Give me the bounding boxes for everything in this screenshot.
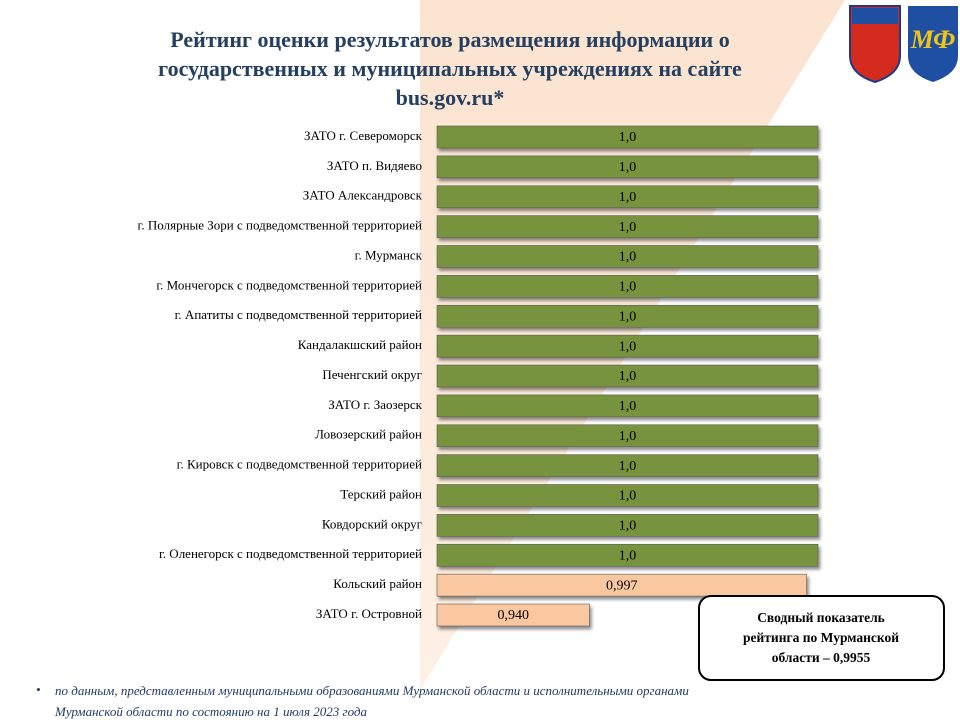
bar <box>436 275 819 298</box>
category-label: ЗАТО г. Североморск <box>304 128 423 143</box>
summary-text: области – 0,9955 <box>772 650 871 665</box>
bar <box>436 155 819 179</box>
category-label: г. Мурманск <box>355 247 423 262</box>
category-label: г. Мончегорск с подведомственной террито… <box>156 277 422 292</box>
bar <box>436 215 819 238</box>
category-label: ЗАТО г. Заозерск <box>328 397 422 412</box>
category-label: ЗАТО п. Видяево <box>327 158 422 173</box>
logos: МФ <box>849 5 958 84</box>
value-label: 1,0 <box>619 160 637 175</box>
category-label: г. Оленегорск с подведомственной террито… <box>159 546 422 561</box>
plot: ЗАТО г. Североморск 1,0 ЗАТО п. Видяево 1,0… <box>138 125 819 627</box>
category-label: Терский район <box>340 486 422 501</box>
bar <box>436 484 819 507</box>
chart-title: государственных и муниципальных учрежден… <box>158 56 742 81</box>
value-label: 1,0 <box>619 459 637 474</box>
summary-box <box>698 595 945 681</box>
bar <box>436 245 819 268</box>
category-label: Печенгский округ <box>322 367 422 382</box>
bar <box>436 514 819 537</box>
bar <box>436 125 819 149</box>
value-label: 1,0 <box>619 250 637 265</box>
chart-title: Рейтинг оценки результатов размещения ин… <box>170 27 729 52</box>
bar <box>436 304 819 328</box>
summary-text: рейтинга по Мурманской <box>743 630 899 645</box>
value-label: 1,0 <box>619 309 637 324</box>
bar <box>436 603 590 627</box>
value-label: 1,0 <box>619 280 637 295</box>
value-label: 1,0 <box>619 130 637 145</box>
category-label: ЗАТО Александровск <box>303 188 423 203</box>
category-label: г. Полярные Зори с подведомственной терр… <box>138 218 423 233</box>
category-label: Ловозерский район <box>315 427 422 442</box>
bar <box>436 334 819 358</box>
category-label: г. Апатиты с подведомственной территорие… <box>175 307 422 322</box>
bar <box>436 543 819 567</box>
svg-text:МФ: МФ <box>910 25 956 54</box>
chart-title: bus.gov.ru* <box>396 85 505 110</box>
value-label: 0,940 <box>497 608 529 623</box>
value-label: 1,0 <box>619 220 637 235</box>
footnote: Мурманской области по состоянию на 1 июл… <box>54 704 367 719</box>
footnote: по данным, представленным муниципальными… <box>55 683 689 698</box>
category-label: Кольский район <box>333 576 422 591</box>
value-label: 1,0 <box>619 399 637 414</box>
bar <box>436 185 819 209</box>
value-label: 1,0 <box>619 489 637 504</box>
value-label: 1,0 <box>619 339 637 354</box>
bar <box>436 394 819 418</box>
category-label: г. Кировск с подведомственной территорие… <box>177 457 422 472</box>
value-label: 1,0 <box>619 190 637 205</box>
bar <box>436 424 819 448</box>
value-label: 1,0 <box>619 369 637 384</box>
category-label: Кандалакшский район <box>298 337 422 352</box>
category-label: ЗАТО г. Островной <box>316 606 422 621</box>
value-label: 0,997 <box>606 578 638 593</box>
category-label: Ковдорский округ <box>322 516 422 531</box>
value-label: 1,0 <box>619 429 637 444</box>
bar <box>436 454 819 477</box>
bar <box>436 573 807 597</box>
summary-text: Сводный показатель <box>757 610 885 625</box>
bar <box>436 364 819 388</box>
value-label: 1,0 <box>619 548 637 563</box>
value-label: 1,0 <box>619 519 637 534</box>
bullet: • <box>36 682 41 697</box>
